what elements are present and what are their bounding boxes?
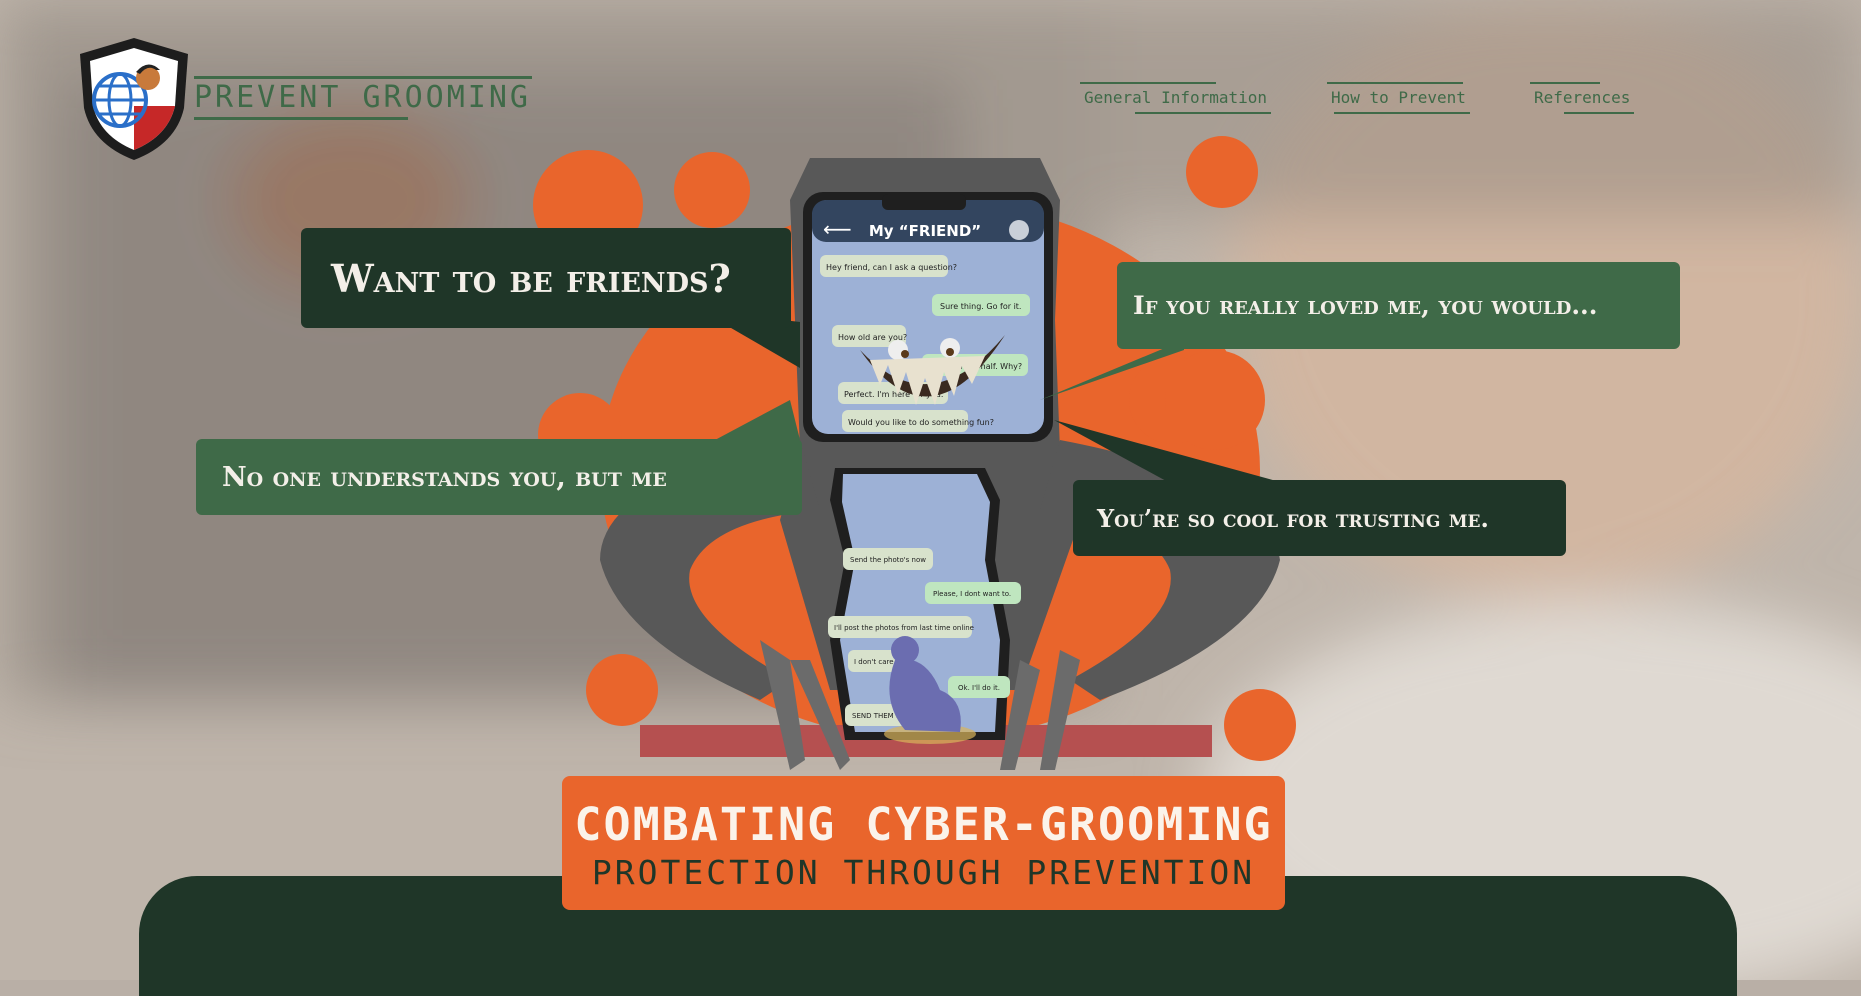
nav-label: References	[1534, 88, 1631, 107]
brand-title: PREVENT GROOMING	[194, 80, 531, 115]
hero-title-box: COMBATING CYBER-GROOMING PROTECTION THRO…	[562, 776, 1285, 910]
speech-bubble-want-friends: Want to be friends?	[301, 228, 791, 328]
speech-bubble-really-loved: If you really loved me, you would...	[1117, 262, 1680, 349]
chat-message: How old are you?	[838, 333, 907, 342]
nav-label: How to Prevent	[1331, 88, 1466, 107]
bubble-tail	[1054, 420, 1280, 482]
chat-message: I'll post the photos from last time onli…	[834, 624, 974, 632]
nav-how-to-prevent[interactable]: How to Prevent	[1327, 82, 1470, 114]
chat-message: Perfect. I'm here for you.	[844, 390, 943, 399]
chat-message: Would you like to do something fun?	[848, 418, 994, 427]
speech-bubble-no-one-understands: No one understands you, but me	[196, 439, 802, 515]
nav-references[interactable]: References	[1530, 82, 1635, 114]
back-arrow-icon[interactable]: ⟵	[823, 217, 852, 241]
nav-line-top	[1080, 82, 1216, 84]
nav-general-information[interactable]: General Information	[1080, 82, 1272, 114]
monster-face	[860, 335, 1005, 405]
nav-label: General Information	[1084, 88, 1268, 107]
chat-message: I don't care	[854, 658, 894, 666]
chat-message: Hey friend, can I ask a question?	[826, 263, 957, 272]
hero-title: COMBATING CYBER-GROOMING	[574, 798, 1273, 851]
nav-line-bottom	[1135, 112, 1272, 114]
chat-message: Sure thing. Go for it.	[940, 302, 1021, 311]
chat-message: Send the photo's now	[850, 556, 926, 564]
contact-avatar-icon[interactable]	[1009, 220, 1029, 240]
contact-name: My “FRIEND”	[869, 222, 981, 240]
nav-line-top	[1530, 82, 1600, 84]
monster-claws	[760, 640, 1080, 770]
bubble-tail	[700, 400, 800, 448]
phone-header	[812, 200, 1044, 242]
chat-message: Please, I dont want to.	[933, 590, 1011, 598]
nav-line-bottom	[1333, 112, 1470, 114]
nav-line-bottom	[1564, 112, 1635, 114]
chat-message: SEND THEM NOW	[852, 712, 914, 720]
speech-bubble-so-cool: You’re so cool for trusting me.	[1073, 480, 1566, 556]
crouching-child-figure	[884, 636, 976, 744]
bubble-tail	[1040, 340, 1184, 400]
brand-line-top	[194, 76, 532, 79]
brand-line-bottom	[194, 117, 408, 120]
nav-line-top	[1327, 82, 1463, 84]
hero-subtitle: PROTECTION THROUGH PREVENTION	[591, 853, 1256, 892]
phone-notch	[882, 194, 966, 210]
shield-logo-icon[interactable]	[76, 36, 192, 162]
chat-message: Ok. I'll do it.	[958, 684, 1000, 692]
